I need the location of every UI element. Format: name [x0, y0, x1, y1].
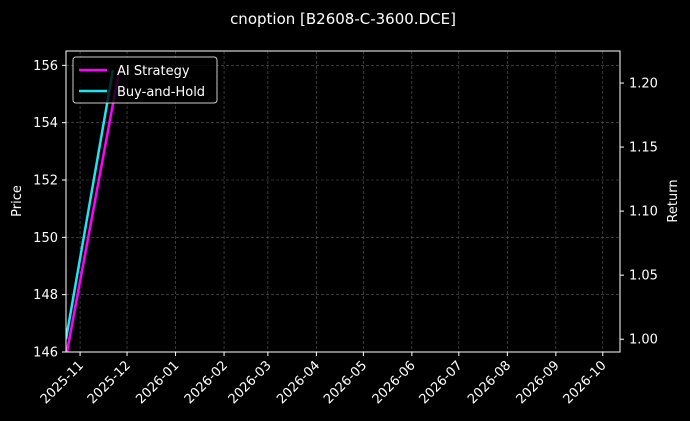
left-axis-label: Price — [10, 185, 25, 217]
left-tick-label: 152 — [33, 174, 58, 189]
plot-frame — [65, 50, 621, 353]
right-axis-label: Return — [666, 179, 681, 222]
left-tick-label: 154 — [33, 116, 58, 131]
right-tick-label: 1.00 — [629, 333, 658, 348]
left-tick-label: 156 — [33, 59, 58, 74]
right-tick-label: 1.15 — [629, 141, 658, 156]
series-lines — [66, 69, 121, 352]
right-y-axis: 1.00 1.05 1.10 1.15 1.20 — [620, 77, 658, 348]
series-line-ai-strategy — [66, 69, 121, 352]
left-y-axis: 146 148 150 152 154 156 — [33, 59, 66, 361]
legend-label-buy-and-hold: Buy-and-Hold — [117, 85, 205, 100]
right-tick-label: 1.10 — [629, 205, 658, 220]
chart-title: cnoption [B2608-C-3600.DCE] — [230, 10, 456, 28]
left-tick-label: 146 — [33, 346, 58, 361]
legend-label-ai-strategy: AI Strategy — [117, 64, 190, 79]
legend-box — [72, 56, 218, 104]
right-tick-label: 1.05 — [629, 269, 658, 284]
left-tick-label: 150 — [33, 231, 58, 246]
legend: AI Strategy Buy-and-Hold — [72, 56, 218, 104]
right-tick-label: 1.20 — [629, 77, 658, 92]
series-line-buy-and-hold — [66, 69, 115, 340]
left-tick-label: 148 — [33, 288, 58, 303]
